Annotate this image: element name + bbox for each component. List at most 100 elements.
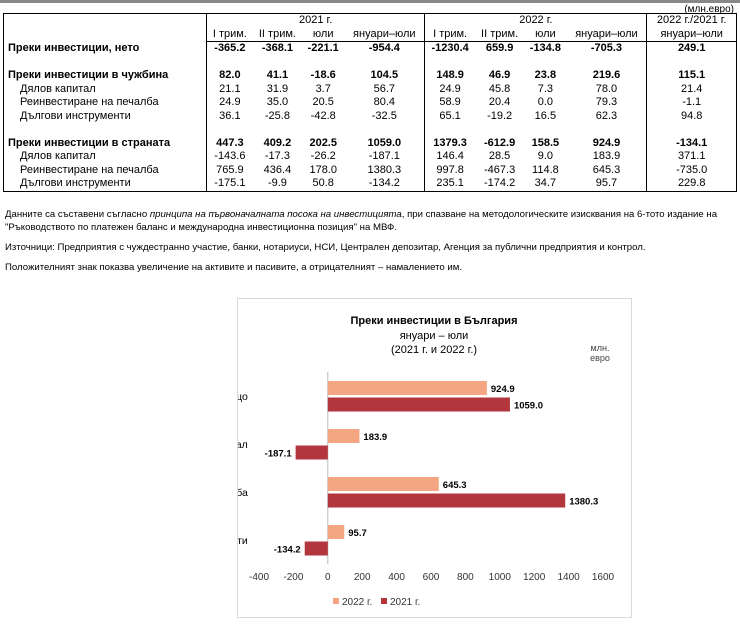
year-header: 2022 г./2021 г. (646, 13, 737, 28)
notes: Данните са съставени съгласно принципа н… (5, 208, 735, 281)
cell-value: 645.3 (592, 163, 621, 176)
table-row: Дългови инструменти -175.1 -9.9 50.8 -134.2 2… (4, 177, 737, 191)
x-tick-label: 400 (388, 572, 405, 583)
x-tick-label: -400 (249, 572, 269, 583)
cell-value: 115.1 (646, 69, 737, 83)
cell-value: 114.8 (532, 163, 559, 176)
header-blank (4, 14, 207, 42)
cell-value: 16.5 (534, 109, 557, 122)
cell-value: -17.3 (264, 150, 290, 163)
note-methodology: Данните са съставени съгласно принципа н… (5, 208, 735, 234)
cell-value: 158.5 (531, 136, 560, 149)
note-text: , при спазване на методологическите изис… (5, 209, 718, 233)
row-label: Дългови инструменти (20, 109, 131, 122)
cell-value: 7.3 (537, 82, 554, 95)
cell-value: 229.8 (646, 177, 737, 191)
row-label: Преки инвестиции в чужбина (8, 69, 169, 82)
table-row: Дялов капитал 21.1 31.9 3.7 56.7 24.9 45.8 7.3 7… (4, 82, 737, 96)
cell-value: -467.3 (484, 163, 516, 176)
legend-swatch (333, 598, 339, 604)
table-row: Преки инвестиции в чужбина 82.0 41.1 -18.6 1… (4, 69, 737, 83)
cell-value: 249.1 (646, 41, 737, 56)
cell-value: 56.7 (373, 82, 395, 95)
cell-value: 31.9 (266, 82, 289, 95)
data-label: 1059.0 (514, 401, 543, 412)
cell-value: -365.2 (206, 41, 253, 56)
data-label: 95.7 (348, 528, 367, 539)
cell-value: 28.5 (488, 150, 511, 163)
cell-value: -26.2 (310, 150, 336, 163)
cell-value: 3.7 (315, 82, 331, 95)
category-label: Дялов капитал (238, 439, 248, 451)
cell-value: -134.8 (529, 42, 561, 55)
cell-value: -25.8 (264, 109, 290, 122)
cell-value: -175.1 (206, 177, 253, 191)
bar (327, 493, 566, 508)
cell-value: 104.5 (370, 69, 399, 82)
cell-value: 997.8 (424, 163, 475, 177)
cell-value: -705.3 (590, 42, 623, 55)
table-row: Реинвестиране на печалба 765.9 436.4 178.0 1… (4, 163, 737, 177)
column-header: януари–юли (344, 27, 425, 42)
cell-value: 1059.0 (367, 136, 402, 149)
chart-subtitle: януари – юли (400, 330, 469, 342)
cell-value: 924.9 (592, 136, 621, 149)
cell-value: 371.1 (646, 150, 737, 164)
cell-value: 35.0 (266, 96, 289, 109)
unit-label: (млн.евро) (684, 4, 734, 15)
category-label: Дългови инструменти (238, 535, 248, 547)
cell-value: 235.1 (424, 177, 475, 191)
cell-value: 436.4 (263, 163, 292, 176)
cell-value: -187.1 (368, 150, 400, 163)
x-tick-label: 1600 (592, 572, 615, 583)
bar (327, 397, 510, 412)
spacer-row (4, 123, 737, 137)
column-header: юли (524, 27, 567, 42)
cell-value: 21.4 (646, 82, 737, 96)
column-header: II трим. (474, 27, 525, 42)
cell-value: -1.1 (646, 96, 737, 110)
bar (304, 541, 328, 556)
cell-value: 80.4 (373, 96, 395, 109)
year-header: 2021 г. (206, 13, 425, 28)
cell-value: -368.1 (261, 42, 294, 55)
data-label: -187.1 (265, 449, 293, 460)
cell-value: 94.8 (646, 109, 737, 123)
bar (327, 429, 360, 443)
cell-value: -134.1 (646, 136, 737, 150)
legend-label: 2021 г. (390, 597, 420, 608)
note-emphasis: принципа на първоначалната посока на инв… (149, 209, 402, 220)
cell-value: 23.8 (534, 69, 557, 82)
cell-value: 202.5 (309, 136, 337, 149)
cell-value: 95.7 (595, 177, 618, 190)
cell-value: 34.7 (534, 177, 557, 190)
x-tick-label: 1200 (523, 572, 546, 583)
row-label: Дялов капитал (20, 150, 96, 163)
column-header: I трим. (424, 27, 475, 42)
cell-value: -735.0 (646, 163, 737, 177)
cell-value: 58.9 (424, 96, 475, 110)
cell-value: 0.0 (537, 96, 554, 109)
x-tick-label: 1000 (489, 572, 512, 583)
spacer-row (4, 55, 737, 69)
legend-swatch (381, 598, 387, 604)
cell-value: 659.9 (485, 42, 514, 55)
note-sign: Положителният знак показва увеличение на… (5, 262, 463, 273)
cell-value: -1230.4 (424, 41, 475, 56)
cell-value: 45.8 (488, 82, 511, 95)
x-tick-label: 200 (354, 572, 371, 583)
cell-value: 146.4 (424, 150, 475, 164)
investment-table: 2021 г. 2022 г. 2022 г./2021 г. I трим. II т… (3, 13, 737, 192)
cell-value: -612.9 (484, 136, 516, 149)
row-label: Преки инвестиции в страната (8, 136, 171, 149)
table-row: Преки инвестиции в страната 447.3 409.2 202… (4, 136, 737, 150)
cell-value: -134.2 (368, 177, 400, 190)
cell-value: 79.3 (595, 96, 618, 109)
cell-value: -19.2 (487, 109, 513, 122)
cell-value: 219.6 (592, 69, 621, 82)
cell-value: 765.9 (206, 163, 253, 177)
data-label: 183.9 (363, 432, 387, 443)
unit-label: евро (590, 353, 610, 363)
row-label: Дългови инструменти (20, 177, 131, 190)
bar (327, 477, 439, 491)
